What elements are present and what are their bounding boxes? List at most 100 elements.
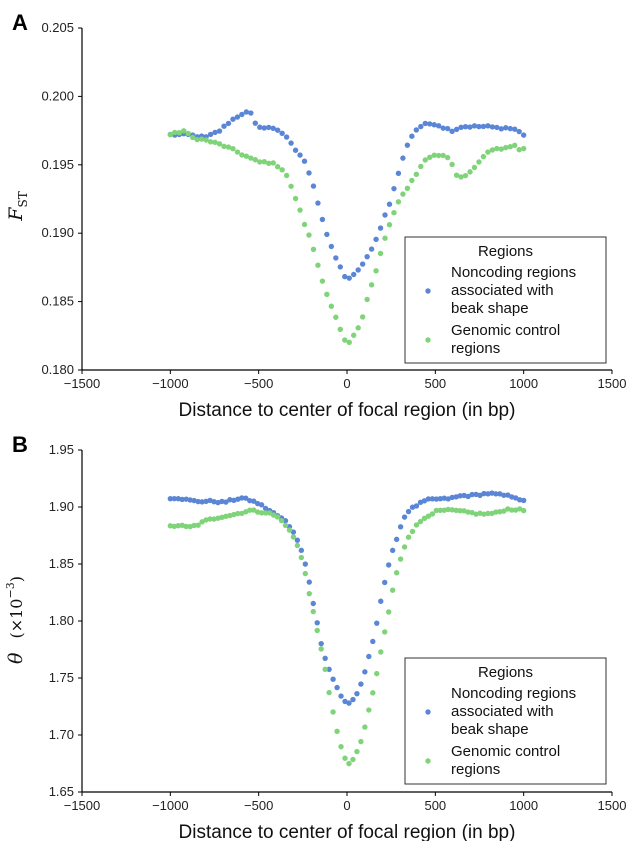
- data-point: [444, 154, 451, 161]
- y-tick-label: 1.75: [49, 670, 74, 685]
- data-point: [306, 590, 312, 597]
- data-point: [374, 670, 380, 677]
- data-point: [326, 689, 332, 696]
- legend-entry-text: associated with: [451, 703, 554, 720]
- data-point: [520, 132, 527, 138]
- legend-entry-text: associated with: [451, 282, 554, 299]
- data-point: [422, 157, 428, 163]
- data-point: [351, 271, 357, 278]
- x-tick-label: −500: [244, 376, 273, 391]
- data-point: [319, 216, 326, 223]
- data-point: [294, 537, 301, 543]
- data-point: [382, 212, 388, 218]
- data-point: [431, 152, 437, 158]
- legend-entry-text: Noncoding regions: [451, 685, 576, 702]
- data-point: [324, 291, 330, 298]
- legend-entry-text: regions: [451, 340, 500, 357]
- data-point: [453, 172, 460, 178]
- data-point: [503, 144, 509, 151]
- data-point: [234, 114, 241, 120]
- data-point: [520, 497, 527, 504]
- legend-entry-text: Genomic control: [451, 743, 560, 760]
- data-point: [354, 748, 360, 755]
- y-axis-label: FST: [5, 191, 30, 221]
- data-point: [319, 278, 326, 284]
- data-point: [413, 522, 420, 528]
- x-tick-label: 500: [424, 376, 446, 391]
- data-point: [386, 201, 393, 207]
- data-point: [503, 125, 509, 131]
- data-point: [310, 600, 316, 607]
- data-point: [351, 332, 357, 338]
- data-point: [355, 267, 361, 273]
- data-point: [516, 128, 522, 135]
- data-point: [364, 296, 370, 303]
- data-point: [338, 743, 344, 750]
- data-point: [391, 210, 397, 216]
- data-point: [274, 163, 281, 170]
- data-point: [397, 556, 404, 562]
- panel-letter: B: [12, 432, 28, 457]
- data-point: [283, 172, 290, 179]
- data-point: [350, 696, 356, 703]
- data-point: [389, 587, 396, 593]
- data-point: [425, 496, 432, 502]
- data-point: [453, 507, 459, 514]
- data-point: [190, 134, 196, 141]
- data-point: [330, 709, 336, 715]
- data-point: [207, 516, 213, 522]
- data-point: [445, 506, 451, 513]
- data-point: [216, 141, 223, 147]
- data-point: [257, 124, 263, 130]
- legend-entry-text: Genomic control: [451, 322, 560, 339]
- data-point: [198, 136, 205, 142]
- y-tick-label: 0.195: [41, 157, 74, 172]
- data-point: [393, 570, 400, 576]
- data-point: [310, 246, 317, 253]
- data-point: [467, 124, 473, 130]
- data-point: [302, 561, 309, 567]
- legend-entry-text: regions: [451, 761, 500, 778]
- y-axis-label-text: θ (×10−3): [4, 576, 27, 664]
- x-tick-label: 500: [424, 798, 446, 813]
- data-point: [465, 509, 471, 515]
- data-point: [310, 608, 316, 615]
- data-point: [517, 497, 523, 503]
- data-point: [167, 523, 174, 529]
- data-point: [247, 507, 253, 513]
- data-point: [227, 497, 233, 503]
- data-point: [359, 261, 366, 267]
- data-point: [171, 523, 177, 530]
- x-tick-label: −500: [244, 798, 273, 813]
- data-point: [462, 123, 469, 130]
- data-point: [261, 158, 267, 165]
- legend-title: Regions: [478, 243, 533, 260]
- data-point: [282, 517, 289, 524]
- data-point: [512, 126, 518, 132]
- data-point: [175, 523, 181, 529]
- data-point: [449, 494, 455, 501]
- data-point: [417, 518, 424, 525]
- data-point: [314, 620, 320, 626]
- data-point: [187, 497, 193, 503]
- data-point: [409, 528, 416, 535]
- data-point: [480, 123, 487, 130]
- data-point: [239, 495, 245, 501]
- data-point: [393, 536, 400, 543]
- data-point: [507, 125, 513, 132]
- data-point: [378, 598, 384, 604]
- data-point: [458, 174, 464, 180]
- y-tick-label: 0.185: [41, 294, 74, 309]
- data-point: [290, 534, 297, 540]
- data-point: [413, 127, 420, 133]
- data-point: [437, 495, 443, 502]
- y-tick-label: 0.200: [41, 88, 74, 103]
- data-point: [444, 125, 451, 132]
- data-point: [274, 514, 281, 520]
- data-point: [435, 123, 442, 129]
- data-point: [167, 132, 174, 138]
- data-point: [497, 509, 503, 515]
- data-point: [457, 507, 463, 514]
- data-point: [298, 554, 305, 561]
- data-point: [248, 110, 254, 116]
